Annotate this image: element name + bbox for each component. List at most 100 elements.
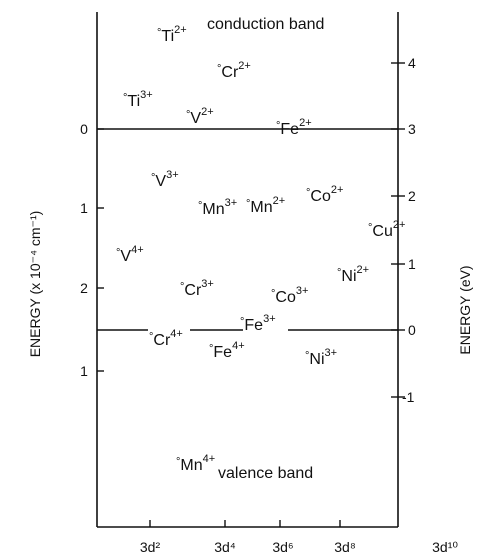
ion-label: °Cr4+ bbox=[149, 328, 183, 349]
ion-marker: ° bbox=[149, 331, 153, 343]
ion-charge: 2+ bbox=[201, 106, 214, 118]
ion-marker: ° bbox=[123, 92, 127, 104]
ion-label: °V3+ bbox=[151, 169, 179, 190]
ion-marker: ° bbox=[217, 63, 221, 75]
ion-element: Mn bbox=[180, 457, 202, 474]
ion-charge: 4+ bbox=[203, 453, 216, 465]
ion-label: °Ti3+ bbox=[123, 89, 153, 110]
ion-charge: 2+ bbox=[273, 195, 286, 207]
ion-charge: 2+ bbox=[393, 219, 406, 231]
right-tick-label: 3 bbox=[408, 121, 416, 137]
ion-element: V bbox=[120, 248, 131, 265]
bottom-axis-ticks bbox=[149, 520, 341, 527]
bottom-tick-label: 3d¹⁰ bbox=[432, 539, 458, 555]
bottom-tick-label: 3d⁴ bbox=[214, 539, 236, 555]
ion-label: °Co3+ bbox=[271, 285, 308, 306]
ion-element: Fe bbox=[280, 121, 299, 138]
ion-charge: 3+ bbox=[296, 285, 309, 297]
ion-element: Mn bbox=[250, 199, 272, 216]
ion-charge: 2+ bbox=[357, 264, 370, 276]
ion-label: °Cr2+ bbox=[217, 60, 251, 81]
ion-label: °V4+ bbox=[116, 244, 144, 265]
ion-label: °Fe4+ bbox=[209, 340, 245, 361]
ion-labels: °Ti2+°Cr2+°Ti3+°V2+°Fe2+°V3+°Mn3+ °Mn2+°C… bbox=[116, 24, 405, 474]
ion-element: Fe bbox=[213, 344, 232, 361]
right-tick-label: 1 bbox=[408, 256, 416, 272]
right-tick-label: 4 bbox=[408, 55, 416, 71]
ion-charge: 2+ bbox=[174, 24, 187, 36]
ion-charge: 4+ bbox=[232, 340, 245, 352]
left-tick-label: 1 bbox=[80, 200, 88, 216]
ion-charge: 3+ bbox=[225, 197, 238, 209]
right-tick-label: 2 bbox=[408, 188, 416, 204]
ion-label: °Ni2+ bbox=[337, 264, 369, 285]
ion-marker: ° bbox=[271, 288, 275, 300]
ion-element: Mn bbox=[202, 201, 224, 218]
left-tick-label: 2 bbox=[80, 280, 88, 296]
ion-element: Cr bbox=[153, 332, 171, 349]
ion-marker: ° bbox=[151, 172, 155, 184]
ion-element: Co bbox=[310, 188, 331, 205]
ion-label: °Cu2+ bbox=[368, 219, 405, 240]
ion-marker: ° bbox=[246, 198, 250, 210]
ion-marker: ° bbox=[337, 267, 341, 279]
ion-marker: ° bbox=[176, 456, 180, 468]
ion-marker: ° bbox=[157, 27, 161, 39]
right-axis-ticks bbox=[391, 62, 405, 398]
ion-element: Co bbox=[275, 289, 296, 306]
ion-element: V bbox=[190, 110, 201, 127]
valence-band-label: valence band bbox=[218, 465, 313, 482]
ion-element: Fe bbox=[244, 317, 263, 334]
ion-marker: ° bbox=[209, 343, 213, 355]
left-tick-label: 1 bbox=[80, 363, 88, 379]
ion-label: °Mn4+ bbox=[176, 453, 215, 474]
ion-element: Cr bbox=[184, 282, 202, 299]
ion-element: Ni bbox=[309, 351, 324, 368]
ion-marker: ° bbox=[186, 109, 190, 121]
left-tick-label: 0 bbox=[80, 121, 88, 137]
ion-element: Ti bbox=[127, 93, 140, 110]
ion-label: °Mn2+ bbox=[246, 195, 285, 216]
ion-element: Cr bbox=[221, 64, 239, 81]
ion-charge: 3+ bbox=[325, 347, 338, 359]
bottom-tick-label: 3d² bbox=[140, 539, 161, 555]
ion-charge: 4+ bbox=[170, 328, 183, 340]
ion-marker: ° bbox=[276, 120, 280, 132]
ion-label: °Fe3+ bbox=[240, 313, 276, 334]
ion-label: °Co2+ bbox=[306, 184, 343, 205]
ion-label: °V2+ bbox=[186, 106, 214, 127]
ion-charge: 3+ bbox=[140, 89, 153, 101]
ion-label: °Mn3+ bbox=[198, 197, 237, 218]
conduction-band-label: conduction band bbox=[207, 16, 324, 33]
right-axis-title: ENERGY (eV) bbox=[457, 265, 473, 354]
ion-marker: ° bbox=[198, 200, 202, 212]
ion-charge: 3+ bbox=[166, 169, 179, 181]
ion-label: °Fe2+ bbox=[276, 117, 312, 138]
ion-charge: 2+ bbox=[238, 60, 251, 72]
ion-charge: 3+ bbox=[263, 313, 276, 325]
ion-element: Ni bbox=[341, 268, 356, 285]
ion-charge: 2+ bbox=[299, 117, 312, 129]
right-tick-label: 0 bbox=[408, 322, 416, 338]
ion-marker: ° bbox=[180, 281, 184, 293]
ion-marker: ° bbox=[240, 316, 244, 328]
ion-element: Cu bbox=[372, 223, 392, 240]
ion-label: °Ti2+ bbox=[157, 24, 187, 45]
ion-charge: 3+ bbox=[201, 278, 214, 290]
bottom-tick-label: 3d⁶ bbox=[272, 539, 293, 555]
ion-marker: ° bbox=[306, 187, 310, 199]
ion-label: °Ni3+ bbox=[305, 347, 337, 368]
ion-charge: 2+ bbox=[331, 184, 344, 196]
left-axis-title: ENERGY (x 10⁻⁴ cm⁻¹) bbox=[27, 211, 43, 358]
ion-marker: ° bbox=[305, 350, 309, 362]
ion-charge: 4+ bbox=[131, 244, 144, 256]
right-tick-label: -1 bbox=[402, 389, 415, 405]
bottom-tick-label: 3d⁸ bbox=[334, 539, 356, 555]
ion-element: Ti bbox=[161, 28, 174, 45]
ion-element: V bbox=[155, 173, 166, 190]
left-axis-ticks bbox=[97, 128, 104, 372]
ion-label: °Cr3+ bbox=[180, 278, 214, 299]
ion-marker: ° bbox=[368, 222, 372, 234]
ion-marker: ° bbox=[116, 247, 120, 259]
